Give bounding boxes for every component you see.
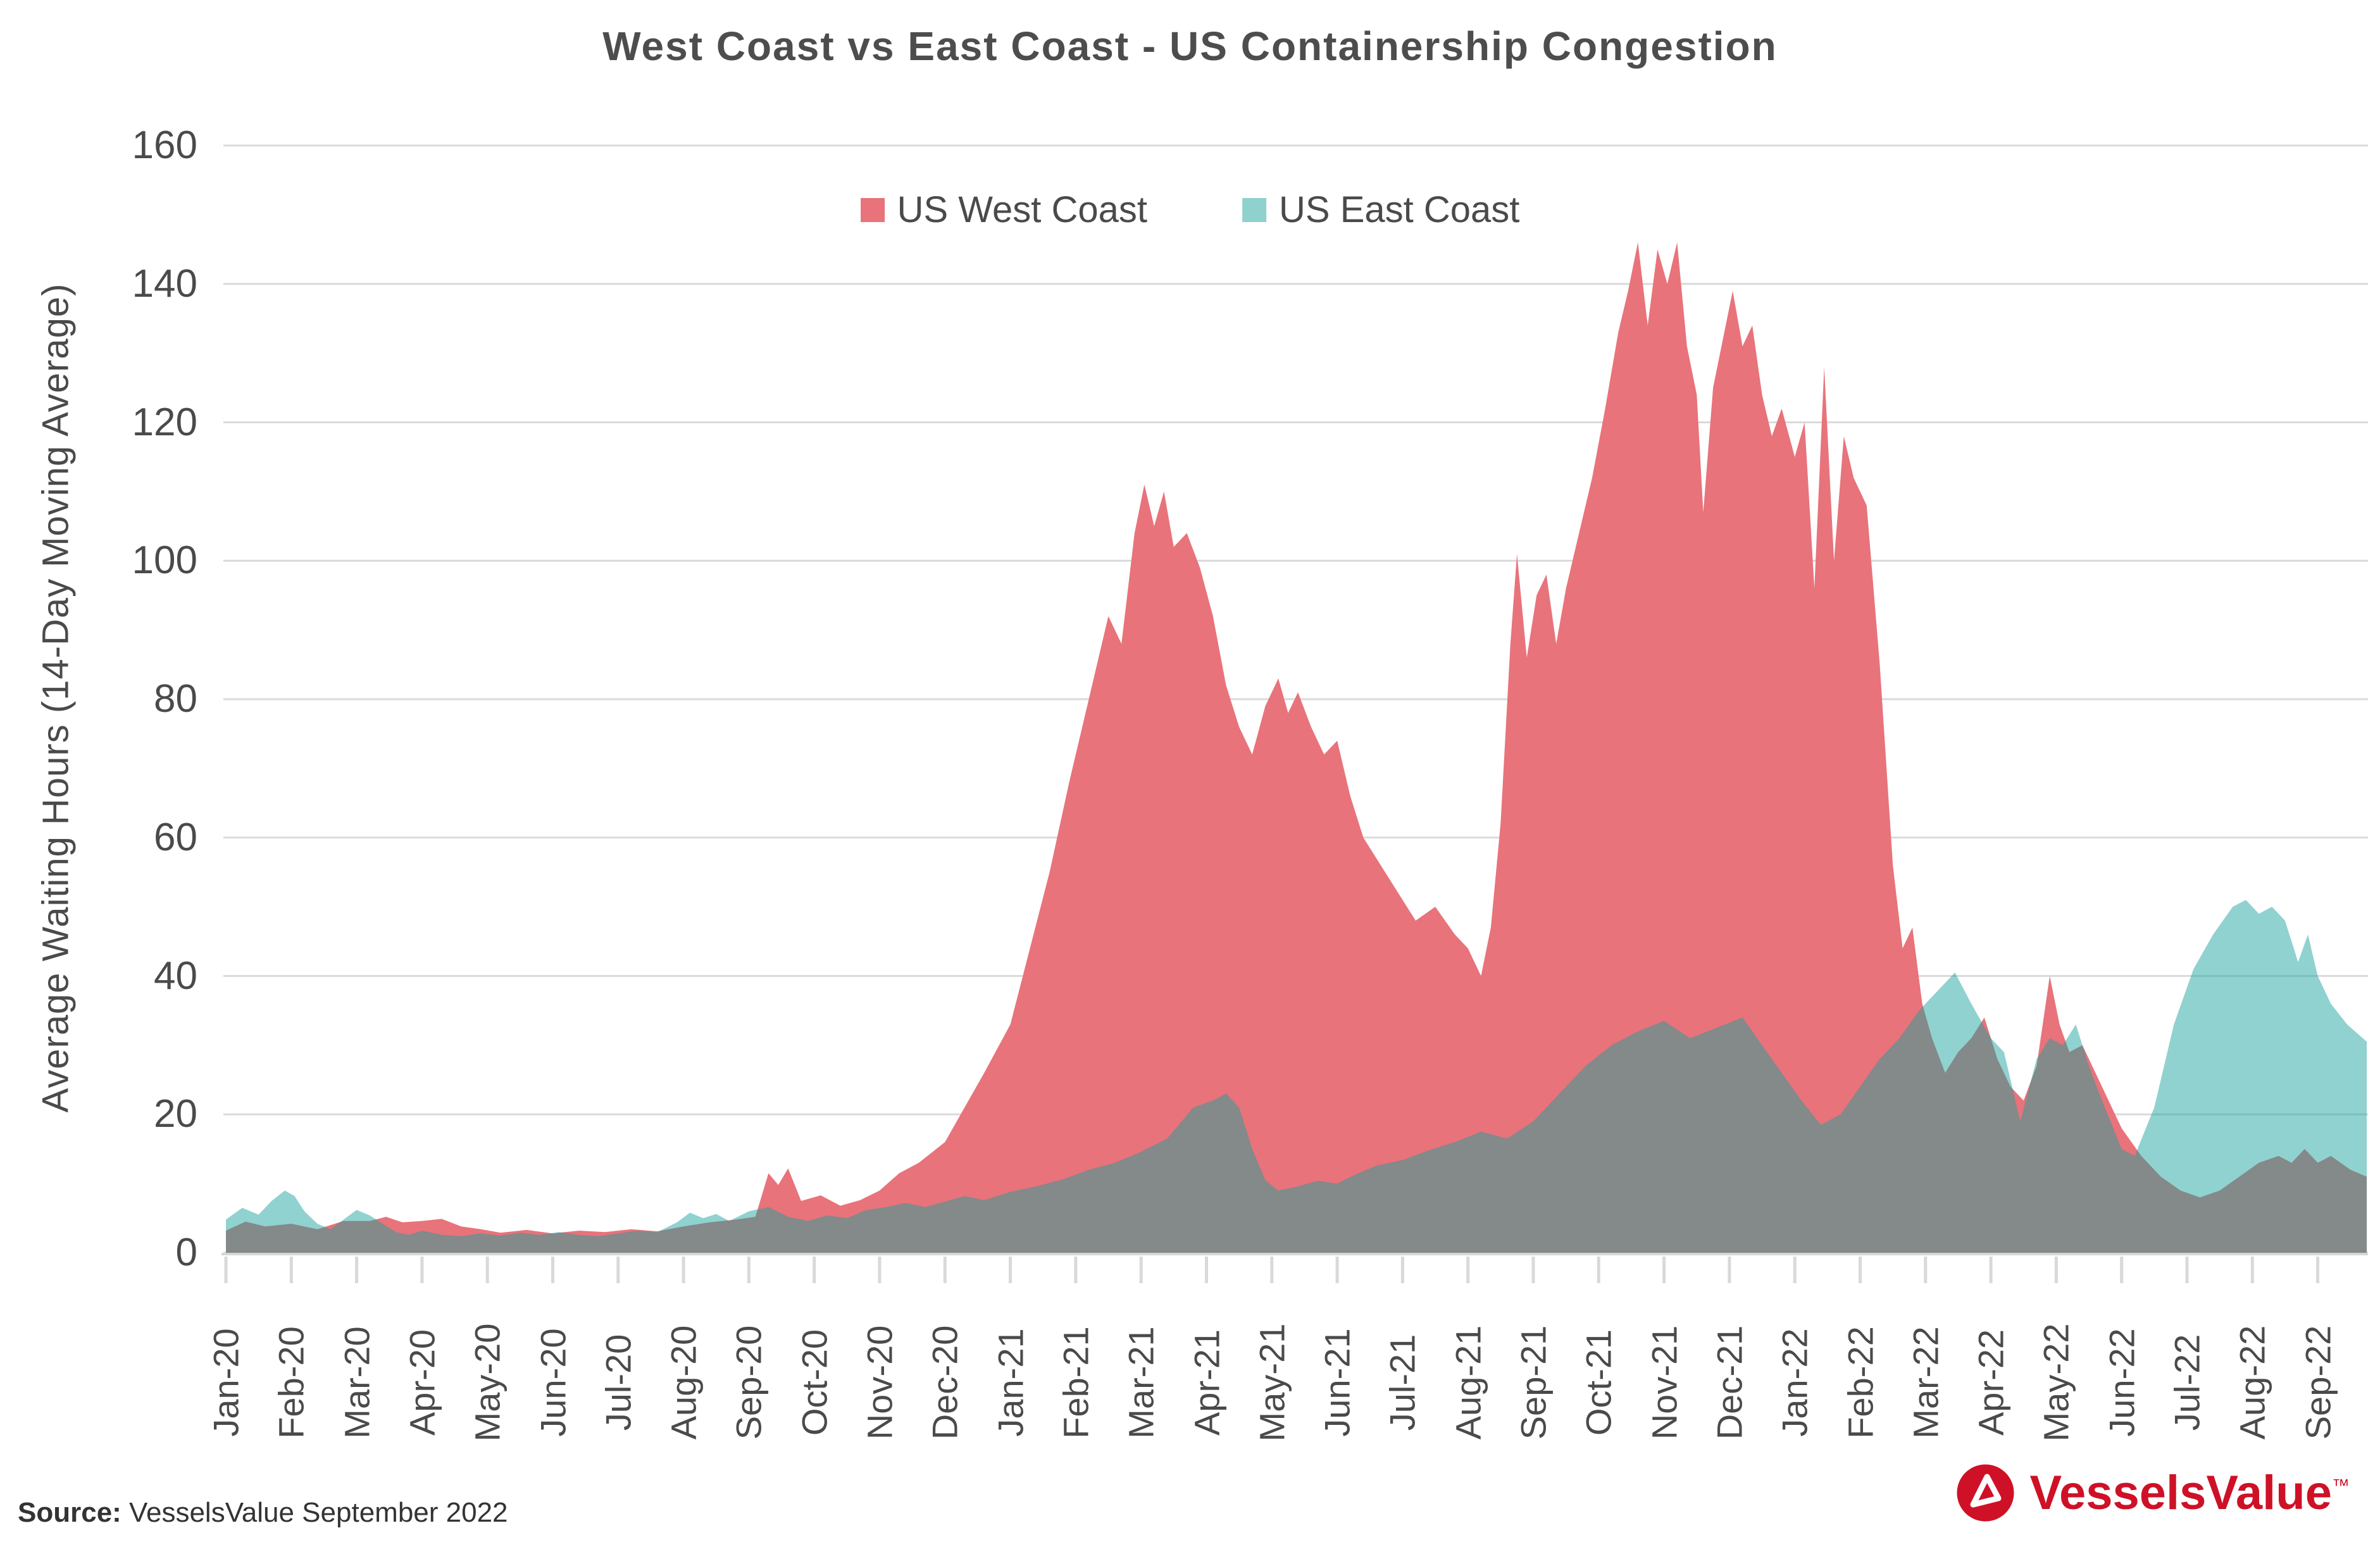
x-axis-tick-label-Feb-21: Feb-21 <box>1056 1326 1096 1439</box>
east-coast-swatch-icon <box>1242 197 1267 222</box>
source-note: Source: VesselsValue September 2022 <box>18 1497 508 1529</box>
x-axis-tick-label-Jul-22: Jul-22 <box>2167 1334 2207 1431</box>
x-axis-tick-label-Jun-20: Jun-20 <box>533 1328 573 1437</box>
y-axis-tick-label-120: 120 <box>132 400 197 444</box>
x-axis-tick-label-Sep-21: Sep-21 <box>1513 1325 1554 1440</box>
x-axis-tick-label-Jul-20: Jul-20 <box>598 1334 639 1431</box>
x-axis-tick-label-Mar-22: Mar-22 <box>1905 1326 1946 1439</box>
x-axis-tick-label-Dec-20: Dec-20 <box>925 1325 965 1440</box>
west-coast-swatch-icon <box>860 197 885 222</box>
x-axis-tick-label-May-21: May-21 <box>1252 1323 1292 1442</box>
chart-legend: US West Coast US East Coast <box>860 189 1519 231</box>
source-text: VesselsValue September 2022 <box>121 1497 508 1528</box>
y-axis-tick-label-160: 160 <box>132 123 197 167</box>
x-axis-tick-label-Jan-21: Jan-21 <box>990 1328 1031 1437</box>
legend-label-east: US East Coast <box>1279 189 1520 230</box>
chart-title: West Coast vs East Coast - US Containers… <box>602 23 1778 69</box>
x-axis-tick-label-Jan-20: Jan-20 <box>206 1328 246 1437</box>
x-axis-tick-label-Jan-22: Jan-22 <box>1774 1328 1815 1437</box>
brand-tm: ™ <box>2332 1476 2350 1495</box>
x-axis-tick-label-Aug-21: Aug-21 <box>1448 1325 1488 1440</box>
x-axis-tick-label-Apr-20: Apr-20 <box>402 1329 442 1436</box>
x-axis-tick-label-Jul-21: Jul-21 <box>1382 1334 1423 1431</box>
vesselsvalue-logo-text: VesselsValue™ <box>2029 1465 2350 1520</box>
x-axis-tick-label-Aug-22: Aug-22 <box>2232 1325 2272 1440</box>
x-axis-tick-label-Feb-20: Feb-20 <box>271 1326 311 1439</box>
y-axis-tick-label-60: 60 <box>154 815 197 859</box>
y-axis-tick-label-20: 20 <box>154 1092 197 1136</box>
x-axis-tick-label-Mar-21: Mar-21 <box>1121 1326 1161 1439</box>
y-axis-tick-label-100: 100 <box>132 538 197 583</box>
x-axis-tick-label-Mar-20: Mar-20 <box>337 1326 377 1439</box>
y-axis-tick-label-80: 80 <box>154 677 197 721</box>
x-axis-tick-label-Sep-22: Sep-22 <box>2298 1325 2338 1440</box>
area-series-us-east-coast <box>226 900 2367 1254</box>
legend-item-us-east-coast: US East Coast <box>1242 189 1519 231</box>
x-axis-tick-label-May-22: May-22 <box>2036 1323 2076 1442</box>
x-axis-tick-label-Nov-21: Nov-21 <box>1644 1325 1685 1440</box>
vesselsvalue-logo: VesselsValue™ <box>1955 1463 2350 1523</box>
x-axis-tick-label-Dec-21: Dec-21 <box>1709 1325 1750 1440</box>
x-axis-tick-label-Nov-20: Nov-20 <box>859 1325 900 1440</box>
x-axis-tick-label-Jun-22: Jun-22 <box>2102 1328 2142 1437</box>
x-axis-tick-label-Oct-20: Oct-20 <box>794 1329 835 1436</box>
y-axis-tick-label-40: 40 <box>154 954 197 998</box>
x-axis-tick-label-May-20: May-20 <box>467 1323 508 1442</box>
y-axis-tick-label-140: 140 <box>132 261 197 306</box>
legend-item-us-west-coast: US West Coast <box>860 189 1148 231</box>
x-axis-tick-label-Aug-20: Aug-20 <box>663 1325 704 1440</box>
x-axis-tick-label-Feb-22: Feb-22 <box>1840 1326 1880 1439</box>
x-axis-tick-label-Sep-20: Sep-20 <box>728 1325 769 1440</box>
x-axis-tick-label-Jun-21: Jun-21 <box>1317 1328 1357 1437</box>
x-axis-tick-label-Apr-21: Apr-21 <box>1187 1329 1226 1436</box>
source-prefix: Source: <box>18 1497 121 1528</box>
x-axis-tick-label-Oct-21: Oct-21 <box>1578 1329 1619 1436</box>
y-axis-tick-label-0: 0 <box>175 1231 197 1274</box>
brand-name: VesselsValue <box>2029 1466 2332 1520</box>
area-series-us-west-coast <box>226 242 2367 1255</box>
legend-label-west: US West Coast <box>897 189 1148 230</box>
vesselsvalue-logo-icon <box>1957 1464 2014 1522</box>
x-axis-tick-label-Apr-22: Apr-22 <box>1971 1329 2011 1436</box>
